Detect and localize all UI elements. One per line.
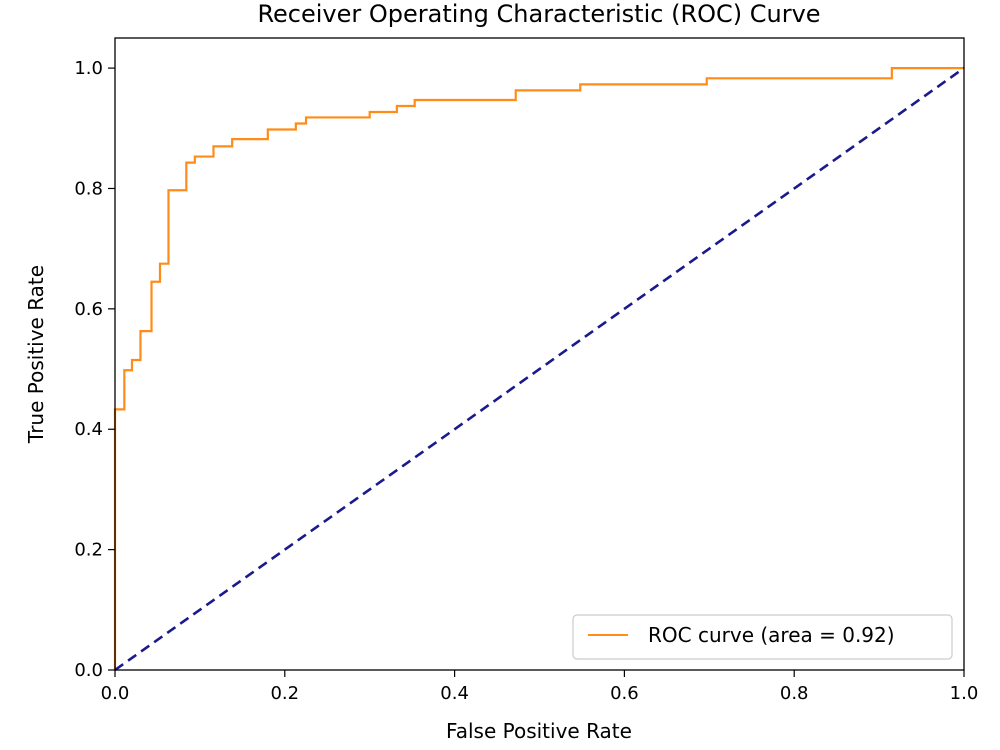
y-tick-label: 0.0 [74,660,103,681]
legend-label-roc: ROC curve (area = 0.92) [648,623,895,647]
legend-box [572,614,953,660]
y-axis: 0.0 0.2 0.4 0.6 0.8 1.0 [74,58,115,681]
legend: ROC curve (area = 0.92) [572,614,953,660]
x-tick-label: 0.6 [610,683,639,704]
y-tick-label: 0.6 [74,299,103,320]
x-tick-label: 0.4 [440,683,469,704]
x-tick-label: 0.0 [101,683,130,704]
y-axis-label: True Positive Rate [24,265,48,444]
plot-frame [114,37,965,671]
x-axis: 0.0 0.2 0.4 0.6 0.8 1.0 [101,670,979,704]
x-tick-label: 0.2 [270,683,299,704]
chance-diagonal-line [114,67,965,672]
plot-series [113,66,965,672]
y-tick-label: 0.8 [74,178,103,199]
chart-title: Receiver Operating Characteristic (ROC) … [257,0,820,28]
y-tick-label: 1.0 [74,58,103,79]
y-tick-label: 0.2 [74,540,103,561]
x-axis-label: False Positive Rate [446,719,632,743]
y-tick-label: 0.4 [74,419,103,440]
roc-curve-line [113,66,964,670]
x-tick-label: 1.0 [950,683,979,704]
x-tick-label: 0.8 [780,683,809,704]
